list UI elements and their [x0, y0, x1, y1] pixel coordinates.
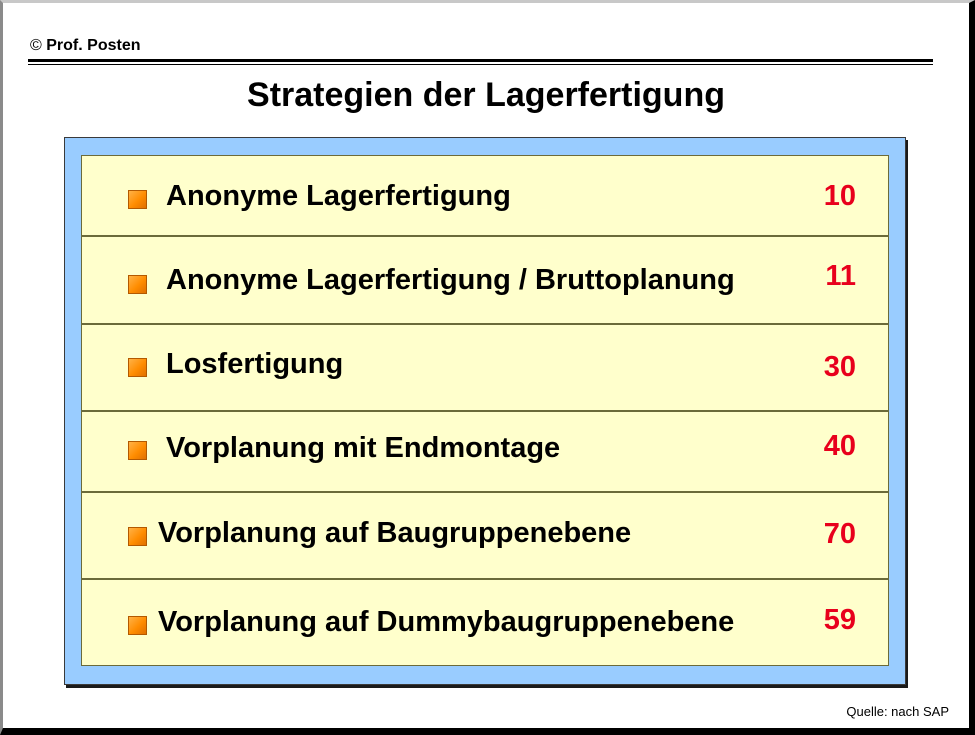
slide-title: Strategien der Lagerfertigung: [247, 76, 725, 114]
list-item: Vorplanung mit Endmontage 40: [82, 412, 888, 493]
strategy-list: Anonyme Lagerfertigung 10 Anonyme Lagerf…: [81, 155, 889, 666]
author-name: Prof. Posten: [46, 37, 141, 54]
square-bullet-icon: [128, 527, 147, 546]
copyright-symbol: ©: [30, 37, 42, 54]
square-bullet-icon: [128, 441, 147, 460]
list-item: Vorplanung auf Baugruppenebene 70: [82, 493, 888, 580]
header-rule-thin: [28, 64, 933, 65]
square-bullet-icon: [128, 275, 147, 294]
strategy-number: 11: [825, 260, 856, 292]
list-item: Vorplanung auf Dummybaugruppenebene 59: [82, 580, 888, 665]
copyright-notice: © Prof. Posten: [30, 37, 140, 55]
strategy-number: 30: [823, 351, 856, 383]
header-rule: [28, 59, 933, 62]
strategy-label: Vorplanung auf Baugruppenebene: [158, 517, 632, 549]
strategy-number: 70: [823, 518, 856, 550]
list-item: Anonyme Lagerfertigung 10: [82, 156, 888, 237]
strategy-label: Losfertigung: [166, 348, 344, 380]
square-bullet-icon: [128, 616, 147, 635]
list-item: Anonyme Lagerfertigung / Bruttoplanung 1…: [82, 237, 888, 325]
list-item: Losfertigung 30: [82, 325, 888, 412]
strategy-label: Vorplanung auf Dummybaugruppenebene: [158, 606, 735, 638]
strategy-label: Anonyme Lagerfertigung / Bruttoplanung: [166, 264, 735, 296]
strategy-number: 59: [823, 604, 856, 636]
square-bullet-icon: [128, 190, 147, 209]
strategy-label: Vorplanung mit Endmontage: [166, 432, 561, 464]
source-note: Quelle: nach SAP: [846, 704, 949, 719]
strategy-label: Anonyme Lagerfertigung: [166, 180, 511, 212]
strategy-number: 10: [823, 180, 856, 212]
square-bullet-icon: [128, 358, 147, 377]
strategy-number: 40: [823, 430, 856, 462]
